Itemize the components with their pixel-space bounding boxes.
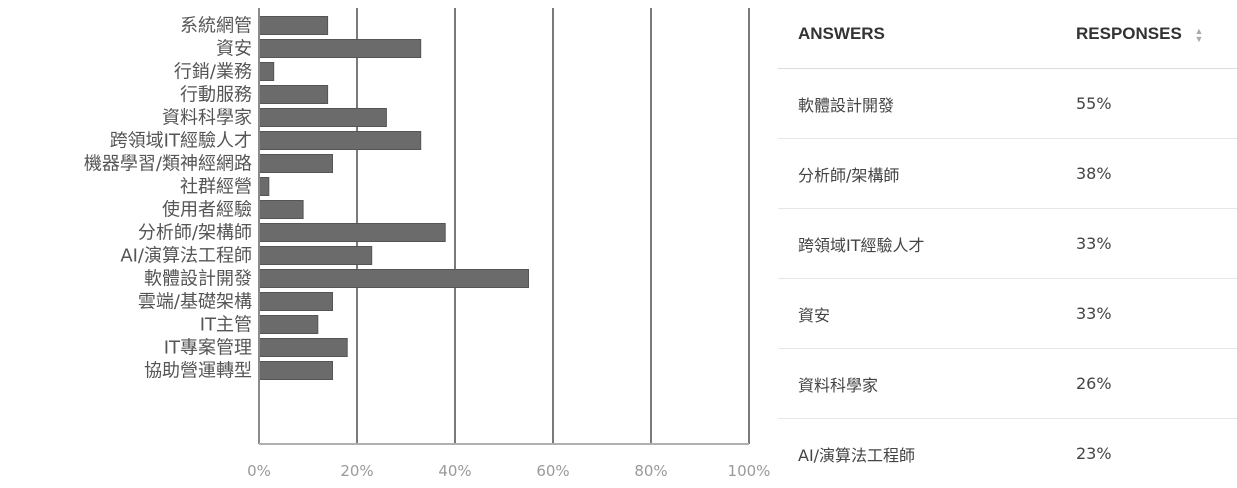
x-tick-label: 60% — [536, 462, 569, 480]
response-cell: 26% — [1056, 349, 1237, 419]
bar — [259, 316, 318, 334]
x-tick-label: 100% — [728, 462, 770, 480]
response-cell: 38% — [1056, 139, 1237, 209]
response-cell: 23% — [1056, 419, 1237, 488]
bar — [259, 247, 372, 265]
category-label: AI/演算法工程師 — [120, 246, 252, 267]
category-label: 雲端/基礎架構 — [138, 292, 252, 313]
category-labels: 系統網管資安行銷/業務行動服務資料科學家跨領域IT經驗人才機器學習/類神經網路社… — [84, 16, 252, 382]
category-label: 協助營運轉型 — [144, 361, 252, 382]
category-label: 軟體設計開發 — [144, 269, 252, 290]
x-tick-labels: 0% 20% 40% 60% 80% 100% — [247, 462, 770, 480]
answer-cell: AI/演算法工程師 — [778, 419, 1056, 488]
category-label: IT專案管理 — [164, 338, 252, 359]
x-tick-label: 0% — [247, 462, 271, 480]
bar — [259, 109, 386, 127]
bar — [259, 155, 333, 173]
bar — [259, 362, 333, 380]
response-cell: 33% — [1056, 209, 1237, 279]
x-tick-label: 80% — [634, 462, 667, 480]
x-tick-label: 20% — [340, 462, 373, 480]
category-label: 社群經營 — [180, 177, 252, 198]
category-label: 資料科學家 — [162, 108, 252, 129]
response-cell: 33% — [1056, 279, 1237, 349]
answer-cell: 資安 — [778, 279, 1056, 349]
category-label: 資安 — [216, 39, 252, 60]
x-tick-label: 40% — [438, 462, 471, 480]
category-label: IT主管 — [200, 315, 252, 336]
table-header-row: ANSWERS RESPONSES ▲▼ — [778, 0, 1237, 69]
answer-cell: 分析師/架構師 — [778, 139, 1056, 209]
bar — [259, 17, 328, 35]
bar — [259, 86, 328, 104]
answers-column-header: ANSWERS — [778, 0, 1056, 69]
bar — [259, 270, 529, 288]
bar — [259, 224, 445, 242]
chart-bars — [259, 17, 529, 380]
bar — [259, 63, 274, 81]
category-label: 跨領域IT經驗人才 — [110, 131, 252, 152]
bar-chart: 系統網管資安行銷/業務行動服務資料科學家跨領域IT經驗人才機器學習/類神經網路社… — [0, 0, 770, 482]
bar — [259, 339, 347, 357]
category-label: 使用者經驗 — [162, 200, 252, 221]
response-cell: 55% — [1056, 69, 1237, 139]
answer-cell: 資料科學家 — [778, 349, 1056, 419]
category-label: 分析師/架構師 — [138, 223, 252, 244]
responses-header-label: RESPONSES — [1076, 24, 1182, 43]
bar — [259, 132, 421, 150]
bar — [259, 293, 333, 311]
bar — [259, 40, 421, 58]
answer-cell: 軟體設計開發 — [778, 69, 1056, 139]
answer-cell: 跨領域IT經驗人才 — [778, 209, 1056, 279]
category-label: 行動服務 — [180, 85, 252, 106]
sort-icon[interactable]: ▲▼ — [1195, 27, 1204, 43]
bar — [259, 201, 303, 219]
responses-column-header[interactable]: RESPONSES ▲▼ — [1056, 0, 1237, 69]
category-label: 系統網管 — [180, 16, 252, 37]
category-label: 機器學習/類神經網路 — [84, 154, 252, 175]
bar — [259, 178, 269, 196]
category-label: 行銷/業務 — [174, 62, 252, 83]
